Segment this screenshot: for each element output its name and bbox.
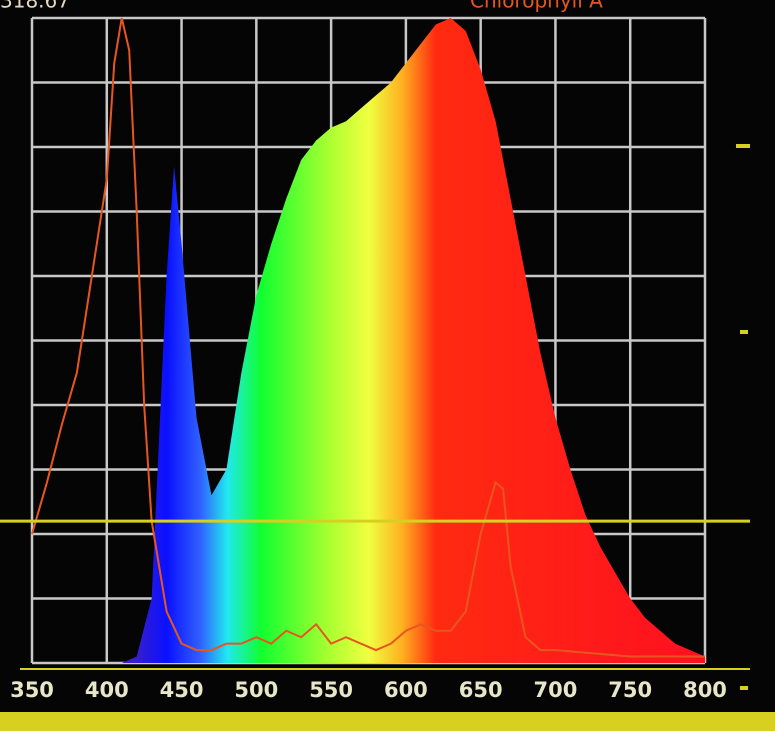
readout: 318.67 xyxy=(0,0,70,13)
series-label: Chlorophyll A xyxy=(470,0,603,13)
x-tick-label: 450 xyxy=(160,678,204,702)
x-tick-label: 600 xyxy=(384,678,428,702)
bottom-strip xyxy=(0,712,775,731)
x-tick-label: 400 xyxy=(85,678,129,702)
x-tick-label: 700 xyxy=(534,678,578,702)
x-tick-label: 500 xyxy=(234,678,278,702)
absorption-line xyxy=(31,17,705,658)
spectrum-area xyxy=(32,18,705,663)
x-tick-label: 350 xyxy=(10,678,54,702)
side-markers xyxy=(736,144,750,690)
x-tick-label: 750 xyxy=(608,678,652,702)
x-tick-label: 550 xyxy=(309,678,353,702)
x-tick-label: 650 xyxy=(459,678,503,702)
x-tick-label: 800 xyxy=(683,678,727,702)
